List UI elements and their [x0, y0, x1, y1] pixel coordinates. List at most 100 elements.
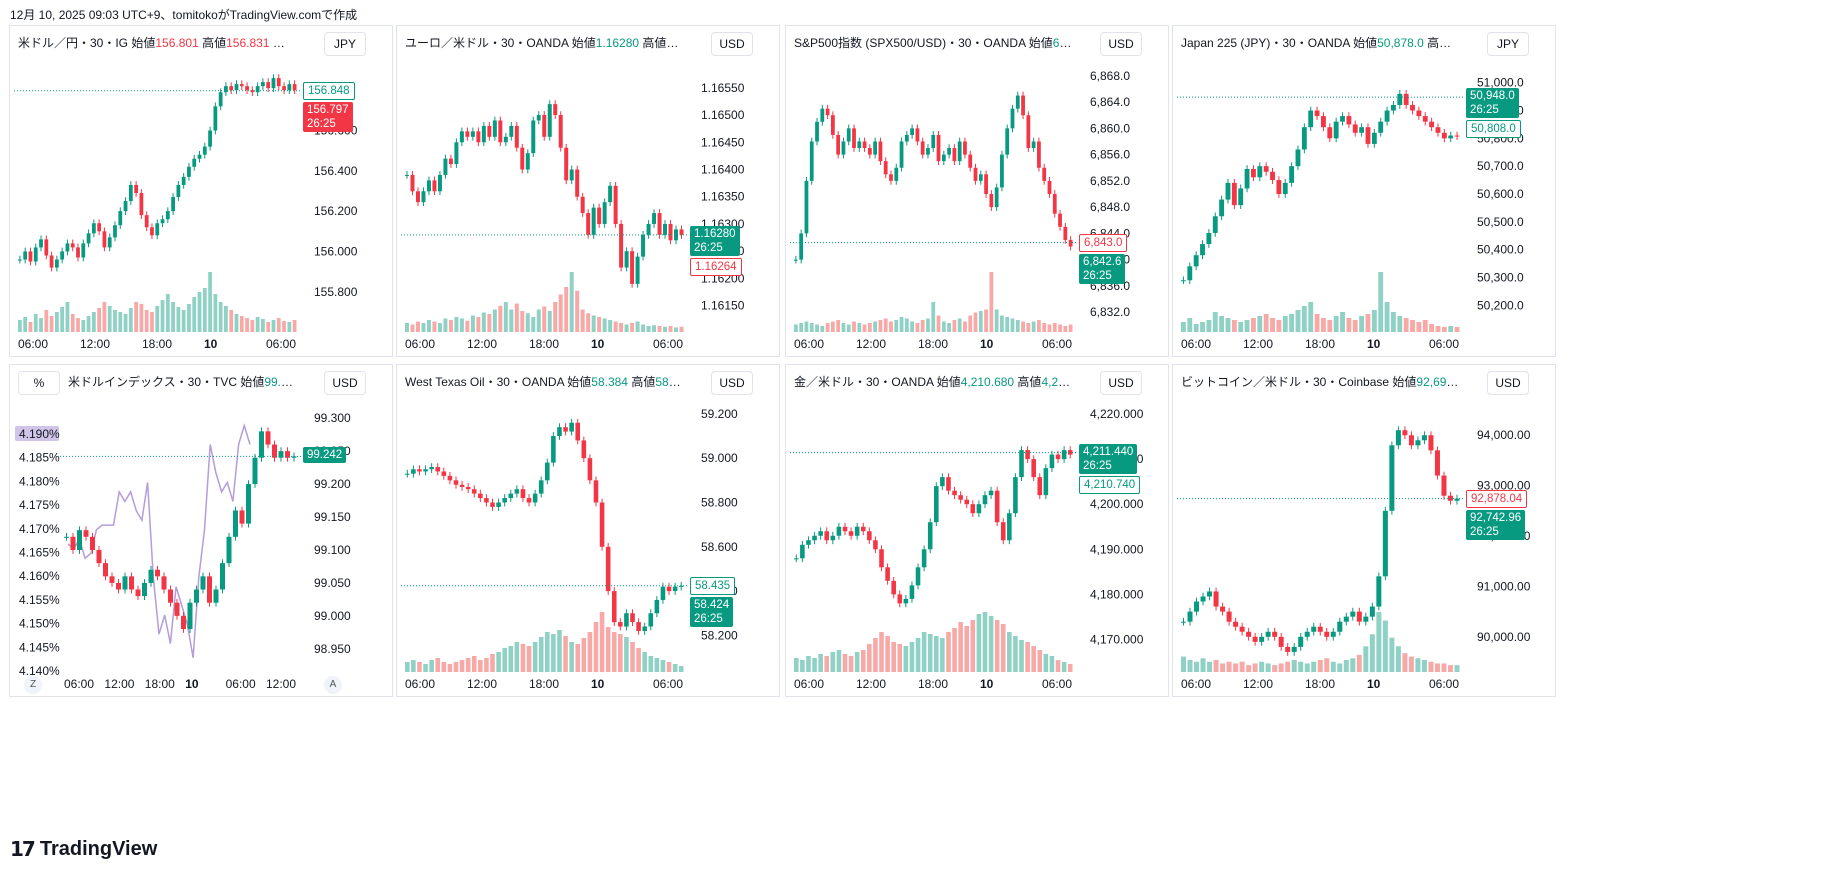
volume-bar [824, 656, 830, 672]
countdown-label: 26:25 [1083, 459, 1112, 472]
currency-button[interactable]: USD [1100, 371, 1142, 395]
candle [282, 86, 286, 91]
candle [857, 141, 862, 149]
candle [192, 158, 197, 167]
panel-dxy[interactable]: 米ドルインデックス・30・TVC 始値99.231 高値…USD%99.3009… [9, 364, 393, 697]
volume-bar [202, 288, 207, 332]
candle [641, 234, 646, 257]
volume-bar [261, 319, 265, 332]
chart-canvas[interactable]: 99.30099.25099.20099.15099.10099.05099.0… [10, 365, 392, 696]
candle [423, 469, 428, 472]
y-tick-label: 99.050 [314, 576, 351, 590]
volume-bar [557, 630, 562, 672]
candle [630, 251, 635, 284]
volume-bar [520, 644, 526, 672]
volume-bar [276, 318, 281, 332]
volume-bar [443, 318, 448, 332]
volume-bar [1025, 642, 1030, 672]
chart-canvas[interactable]: 59.20059.00058.80058.60058.40058.20006:0… [397, 365, 779, 696]
volume-bar [1359, 316, 1365, 332]
candle [287, 84, 292, 91]
candle [1314, 110, 1320, 117]
candle [1454, 498, 1460, 501]
time-tick-label: 06:00 [405, 337, 435, 351]
y-tick-label: 156.000 [314, 244, 358, 258]
candle [879, 549, 884, 568]
volume-bar [920, 320, 925, 332]
volume-bar [852, 321, 856, 332]
price-tag-value: 1.16264 [695, 260, 737, 273]
time-tick-label: 12:00 [856, 337, 886, 351]
price-tag: 156.848 [303, 81, 355, 100]
volume-bar [1212, 312, 1218, 332]
chart-canvas[interactable]: 1.165501.165001.164501.164001.163501.163… [397, 26, 779, 356]
candle [558, 115, 563, 148]
currency-button[interactable]: USD [1100, 32, 1142, 56]
auto-zoom-button[interactable]: Z [24, 676, 42, 694]
panel-usdjpy[interactable]: 米ドル／円・30・IG 始値156.801 高値156.831 安値156.77… [9, 25, 393, 357]
chart-canvas[interactable]: 4,220.0004,210.0004,200.0004,190.0004,18… [786, 365, 1168, 696]
candle [1295, 149, 1301, 167]
volume-bar [952, 628, 957, 672]
candle [1263, 166, 1269, 172]
volume-bar [799, 323, 804, 332]
price-tag-value: 156.848 [308, 84, 350, 97]
left-tick-label: 4.190% [19, 427, 60, 441]
y-tick-label: 50,600.0 [1477, 187, 1524, 201]
currency-button[interactable]: JPY [1487, 32, 1529, 56]
volume-bar [81, 320, 86, 332]
auto-scale-button[interactable]: A [324, 676, 342, 694]
candle [1304, 631, 1310, 637]
candle [1382, 510, 1388, 577]
panel-wti[interactable]: West Texas Oil・30・OANDA 始値58.384 高値58.42… [396, 364, 780, 697]
panel-spx[interactable]: S&P500指数 (SPX500/USD)・30・OANDA 始値6,841.8… [785, 25, 1169, 357]
candle [239, 510, 245, 524]
percent-scale-button[interactable]: % [18, 371, 60, 395]
panel-btcusd[interactable]: ビットコイン／米ドル・30・Coinbase 始値92,690.00 高値…US… [1172, 364, 1556, 697]
volume-bar [1289, 314, 1295, 332]
volume-bar [1363, 646, 1369, 672]
volume-bar [963, 321, 967, 332]
candle [266, 82, 271, 89]
candle [526, 498, 532, 503]
y-tick-label: 94,000.00 [1477, 428, 1531, 442]
candle [862, 141, 867, 149]
candle [200, 576, 206, 590]
panel-jpn225[interactable]: Japan 225 (JPY)・30・OANDA 始値50,878.0 高値50… [1172, 25, 1556, 357]
currency-button[interactable]: USD [711, 371, 753, 395]
candle [255, 86, 260, 93]
candle [1257, 166, 1263, 178]
chart-canvas[interactable]: 6,868.0 6,864.0 6,860.0 6,856.0 6,852.0 6,848… [786, 26, 1168, 356]
panel-eurusd[interactable]: ユーロ／米ドル・30・OANDA 始値1.16280 高値1.16288 安値…… [396, 25, 780, 357]
candle [503, 136, 508, 143]
candle [978, 174, 983, 181]
volume-bar [1395, 646, 1401, 672]
volume-bar [448, 320, 453, 332]
volume-bar [679, 326, 684, 332]
candle [1000, 154, 1004, 188]
currency-button[interactable]: USD [711, 32, 753, 56]
currency-button[interactable]: JPY [324, 32, 366, 56]
currency-button[interactable]: USD [1487, 371, 1529, 395]
volume-bar [1282, 316, 1288, 332]
candle [161, 576, 167, 590]
candle [1346, 116, 1352, 125]
chart-canvas[interactable]: 156.600156.400156.200156.000155.80006:00… [10, 26, 392, 356]
chart-canvas[interactable]: 51,000.050,900.050,800.050,700.050,600.0… [1173, 26, 1555, 356]
currency-button[interactable]: USD [324, 371, 366, 395]
time-tick-label: 18:00 [529, 677, 559, 691]
volume-bar [1213, 660, 1219, 672]
time-tick-label: 12:00 [1243, 337, 1273, 351]
volume-bar [478, 660, 483, 672]
volume-bar [1278, 663, 1284, 672]
candle [465, 131, 470, 137]
left-tick-label: 4.180% [19, 474, 60, 488]
volume-bar [245, 318, 249, 332]
candle [1068, 239, 1073, 247]
volume-bar [1010, 318, 1015, 332]
candle [994, 490, 1000, 523]
volume-bar [447, 664, 453, 672]
tradingview-logo[interactable]: 17 TradingView [10, 837, 157, 861]
panel-xauusd[interactable]: 金／米ドル・30・OANDA 始値4,210.680 高値4,212.770 安… [785, 364, 1169, 697]
candle [86, 233, 91, 244]
